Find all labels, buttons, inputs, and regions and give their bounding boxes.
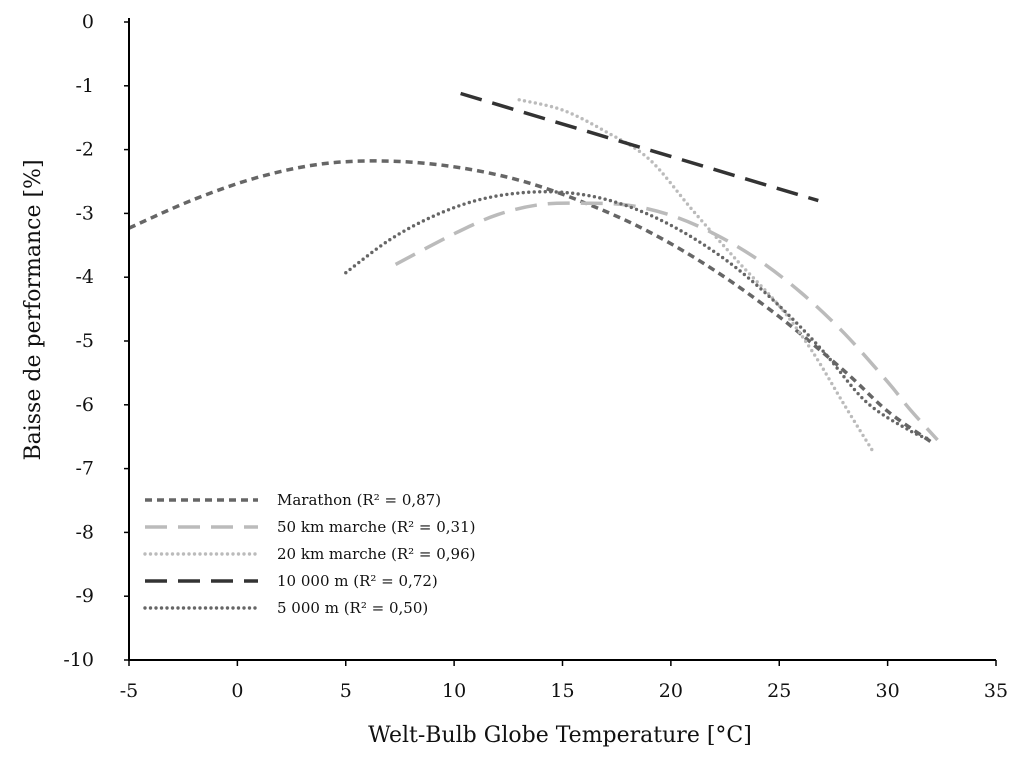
y-axis-ticks: 0 -1 -2 -3 -4 -5 -6 -7 -8 -9 -10 [63,11,129,671]
x-tick-label: 15 [550,680,574,702]
y-tick-label: -10 [63,649,94,671]
legend-label: 50 km marche (R² = 0,31) [277,518,476,536]
x-tick-label: 20 [659,680,683,702]
y-tick-label: 0 [82,11,94,33]
y-tick-label: -8 [75,521,94,543]
y-tick-label: -3 [75,202,94,224]
y-axis-title: Baisse de performance [%] [21,159,46,460]
x-tick-label: 5 [340,680,352,702]
series-line-5-000-m [344,190,933,442]
series-line-50-km-marche [394,201,939,442]
y-tick-label: -4 [75,266,94,288]
y-tick-label: -2 [75,139,94,161]
series-line-marathon [128,159,933,444]
series-line-20-km-marche [517,98,875,453]
x-axis-ticks: -5 0 5 10 15 20 25 30 35 [120,660,1008,702]
y-tick-label: -7 [75,458,94,480]
y-tick-label: -6 [75,394,94,416]
y-tick-label: -9 [75,585,94,607]
x-tick-label: 0 [231,680,243,702]
x-tick-label: 10 [442,680,466,702]
plot-area [128,91,939,453]
legend-label: 20 km marche (R² = 0,96) [277,545,476,563]
legend-label: 10 000 m (R² = 0,72) [277,572,438,590]
x-tick-label: -5 [120,680,139,702]
legend: Marathon (R² = 0,87) 50 km marche (R² = 0… [143,491,476,617]
legend-label: Marathon (R² = 0,87) [277,491,441,509]
y-tick-label: -5 [75,330,94,352]
x-axis-title: Welt-Bulb Globe Temperature [°C] [368,723,752,748]
y-tick-label: -1 [75,75,94,97]
x-tick-label: 25 [767,680,791,702]
series-line-10-000-m [460,91,819,203]
x-tick-label: 35 [984,680,1008,702]
x-tick-label: 30 [876,680,900,702]
legend-label: 5 000 m (R² = 0,50) [277,599,428,617]
